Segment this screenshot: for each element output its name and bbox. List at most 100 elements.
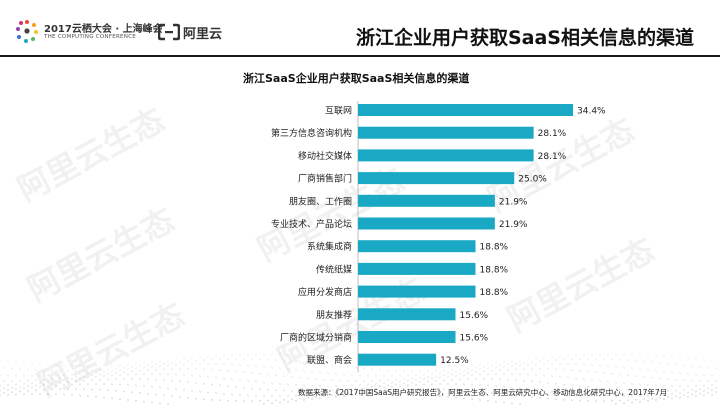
- decor-dot: [643, 376, 645, 379]
- decor-dot: [15, 388, 17, 391]
- decor-dot: [207, 375, 209, 378]
- decor-dot: [323, 395, 325, 398]
- decor-dot: [267, 388, 269, 391]
- decor-dot: [711, 359, 713, 362]
- decor-dot: [39, 375, 41, 377]
- decor-dot: [387, 369, 389, 372]
- decor-dot: [223, 393, 225, 395]
- decor-dot: [343, 390, 345, 393]
- decor-dot: [287, 383, 289, 386]
- decor-dot: [23, 383, 25, 385]
- decor-dot: [131, 378, 133, 380]
- decor-dot: [643, 398, 645, 401]
- bar: [358, 149, 534, 162]
- decor-dot: [159, 360, 161, 363]
- decor-dot: [631, 395, 633, 397]
- decor-dot: [43, 369, 45, 372]
- decor-dot: [119, 398, 121, 401]
- decor-dot: [51, 378, 53, 381]
- decor-dot: [403, 369, 405, 372]
- decor-dot: [39, 381, 41, 384]
- decor-dot: [559, 375, 561, 378]
- decor-dot: [591, 394, 593, 396]
- decor-dot: [455, 383, 457, 385]
- decor-dot: [167, 403, 169, 405]
- decor-dot: [0, 359, 1, 361]
- decor-dot: [695, 373, 697, 376]
- decor-dot: [87, 372, 89, 375]
- decor-dot: [535, 358, 537, 361]
- decor-dot: [91, 388, 93, 391]
- decor-dot: [67, 370, 69, 372]
- decor-dot: [443, 374, 445, 377]
- decor-dot: [15, 383, 17, 386]
- decor-dot: [231, 378, 233, 381]
- decor-dot: [55, 374, 57, 377]
- decor-dot: [495, 385, 497, 387]
- decor-dot: [323, 363, 325, 366]
- decor-dot: [43, 378, 45, 381]
- decor-dot: [671, 371, 673, 374]
- decor-dot: [451, 388, 453, 391]
- decor-dot: [243, 386, 245, 389]
- decor-dot: [31, 382, 33, 385]
- decor-dot: [191, 357, 193, 360]
- decor-dot: [315, 362, 317, 365]
- decor-dot: [499, 364, 501, 367]
- decor-dot: [563, 358, 565, 361]
- decor-dot: [107, 378, 109, 381]
- decor-dot: [183, 389, 185, 391]
- decor-dot: [63, 379, 65, 381]
- decor-dot: [35, 384, 37, 387]
- conference-logo: 2017云栖大会 · 上海峰会 THE COMPUTING CONFERENCE: [14, 18, 163, 46]
- category-label: 传统纸媒: [316, 263, 352, 275]
- decor-dot: [351, 394, 353, 397]
- decor-dot: [447, 395, 449, 398]
- decor-dot: [247, 394, 249, 397]
- decor-dot: [191, 374, 193, 377]
- decor-dot: [235, 370, 237, 373]
- decor-dot: [119, 383, 121, 386]
- decor-dot: [483, 366, 485, 368]
- decor-dot: [3, 366, 5, 369]
- decor-dot: [507, 378, 509, 381]
- decor-dot: [247, 379, 249, 382]
- decor-dot: [447, 375, 449, 378]
- decor-dot: [535, 363, 537, 366]
- decor-dot: [363, 391, 365, 394]
- decor-dot: [219, 384, 221, 387]
- decor-dot: [335, 357, 337, 360]
- decor-dot: [251, 400, 253, 402]
- decor-dot: [219, 369, 221, 372]
- decor-dot: [387, 379, 389, 382]
- decor-dot: [123, 366, 125, 369]
- decor-dot: [95, 383, 97, 385]
- decor-dot: [503, 361, 505, 364]
- decor-dot: [631, 401, 633, 404]
- decor-dot: [703, 394, 705, 397]
- decor-dot: [371, 390, 373, 393]
- decor-dot: [135, 363, 137, 365]
- decor-dot: [363, 380, 365, 382]
- decor-dot: [327, 385, 329, 387]
- decor-dot: [339, 388, 341, 391]
- decor-dot: [219, 358, 221, 361]
- decor-dot: [251, 372, 253, 374]
- decor-dot: [595, 371, 597, 374]
- decor-dot: [243, 371, 245, 374]
- decor-dot: [431, 394, 433, 397]
- decor-dot: [275, 399, 277, 402]
- decor-dot: [635, 375, 637, 378]
- decor-dot: [255, 380, 257, 383]
- decor-dot: [523, 361, 525, 364]
- decor-dot: [495, 400, 497, 403]
- decor-dot: [679, 385, 681, 387]
- decor-dot: [187, 368, 189, 370]
- decor-dot: [619, 358, 621, 361]
- decor-dot: [587, 358, 589, 360]
- decor-dot: [155, 393, 157, 396]
- decor-dot: [127, 399, 129, 401]
- decor-dot: [375, 387, 377, 390]
- decor-dot: [179, 368, 181, 370]
- decor-dot: [171, 395, 173, 398]
